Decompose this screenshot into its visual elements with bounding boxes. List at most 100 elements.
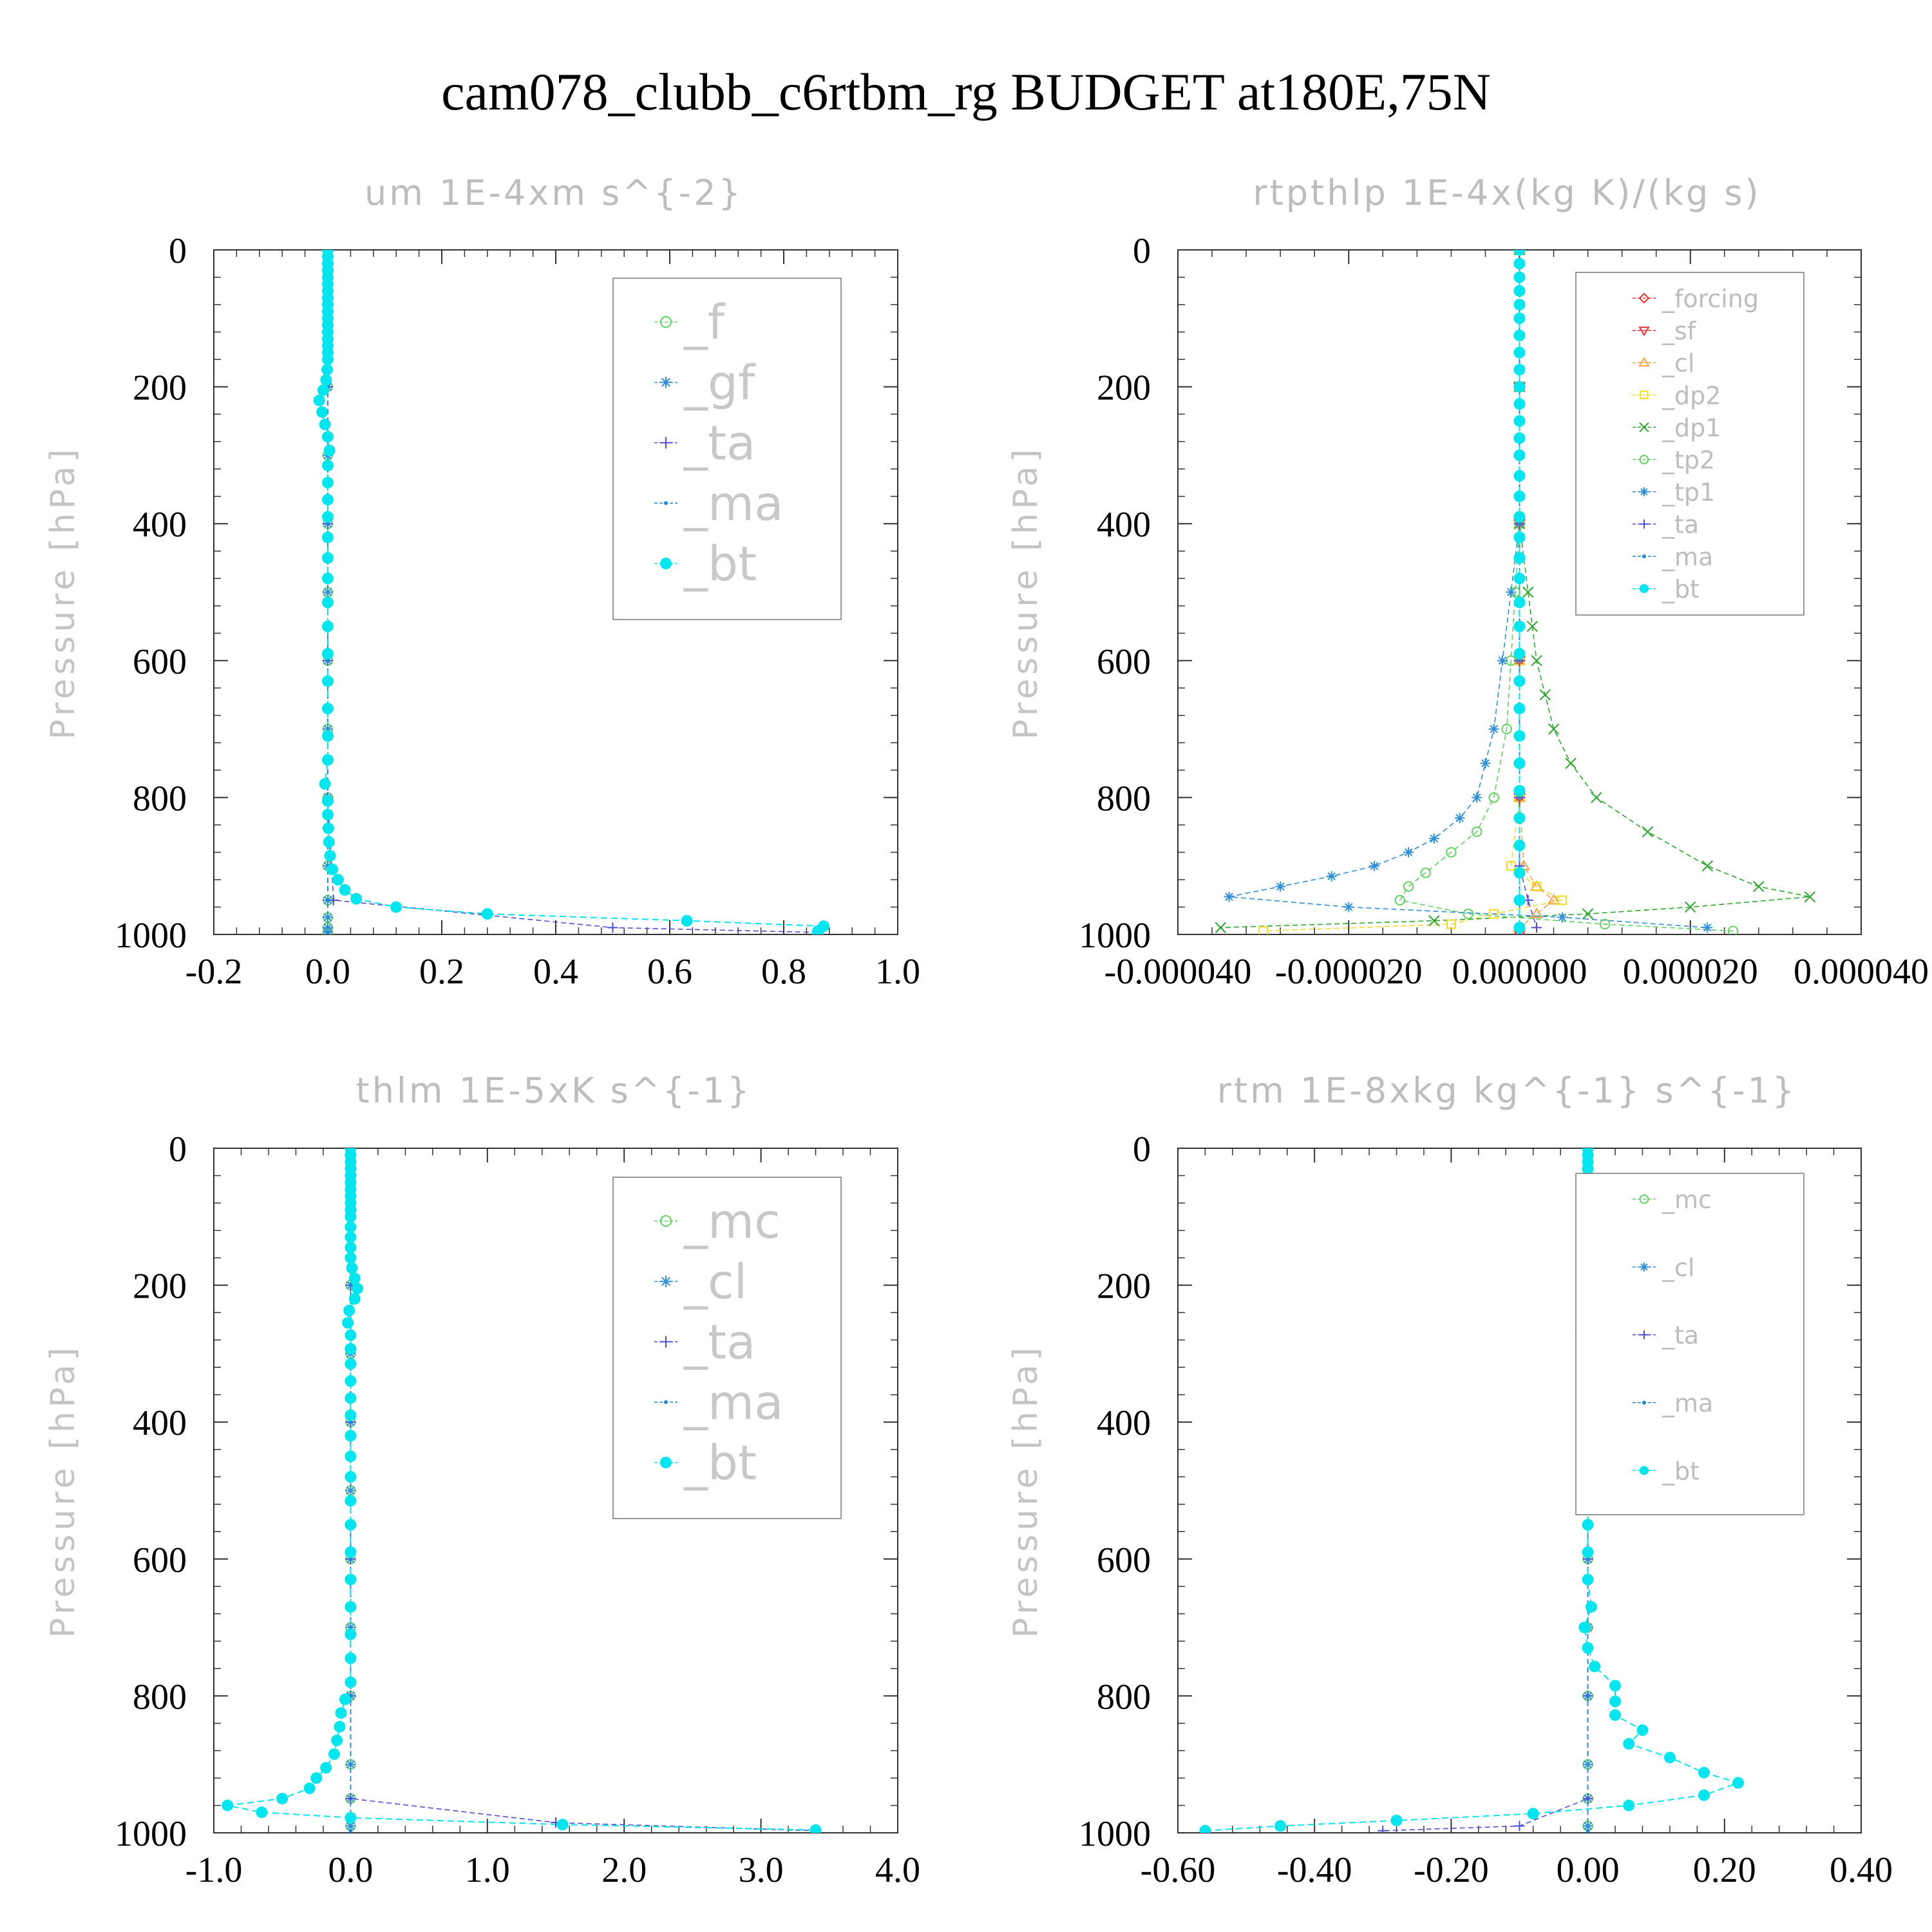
data-point_tp2 [1501, 723, 1512, 735]
legend-marker [1640, 1262, 1649, 1272]
data-point_bt [345, 1252, 357, 1264]
legend-entry_bt: _bt [654, 536, 757, 592]
data-point_bt [1513, 415, 1526, 427]
legend-label: _ta [1662, 1321, 1699, 1350]
data-point_dp2 [1557, 895, 1567, 905]
data-point_bt [1609, 1695, 1622, 1707]
x-tick-label: 0.4 [533, 952, 578, 992]
data-point_bt [322, 477, 334, 489]
series-group [313, 250, 829, 934]
data-point_dp1 [1804, 891, 1816, 903]
x-tick-label: -0.20 [1414, 1850, 1489, 1890]
data-point_bt [345, 1450, 357, 1463]
data-point_bt [345, 1573, 357, 1586]
legend-label: _bt [1662, 1457, 1700, 1485]
series-group [222, 1148, 822, 1833]
panel-rtpthlp: rtpthlp 1E-4x(kg K)/(kg s) Pressure [hPa… [1007, 173, 1929, 992]
x-tick-label: -0.000040 [1104, 952, 1252, 992]
y-tick-label: 800 [133, 779, 187, 819]
legend-label: _bt [683, 536, 757, 592]
data-point_bt [1513, 784, 1526, 797]
data-point_bt [322, 730, 334, 742]
data-point_bt [317, 384, 329, 396]
legend-entry_gf: _gf [654, 355, 756, 411]
data-point_bt [222, 1799, 234, 1812]
data-point_bt [345, 1375, 357, 1387]
y-tick-label: 1000 [1079, 916, 1151, 956]
data-point_bt [322, 675, 334, 687]
data-point_tp2 [1403, 881, 1414, 892]
legend-marker [659, 316, 672, 328]
data-point_bt [1513, 511, 1526, 523]
data-point_dp1 [1565, 757, 1577, 769]
data-point_tp1 [1488, 724, 1499, 735]
data-point_bt [1513, 329, 1526, 341]
data-point_bt [350, 893, 363, 905]
data-point_bt [323, 836, 335, 848]
legend-entry_cl: _cl [1633, 349, 1694, 377]
data-point_bt [322, 822, 334, 835]
data-point_bt [810, 1824, 822, 1833]
data-point_bt [1663, 1752, 1676, 1764]
x-tick-label: -0.2 [185, 952, 243, 992]
data-point_bt [345, 1211, 357, 1223]
legend-marker [1642, 554, 1646, 558]
data-point_bt [345, 1471, 357, 1483]
data-point_bt [322, 596, 334, 609]
legend-marker [1639, 1194, 1649, 1204]
data-point_bt [1582, 1573, 1594, 1586]
data-point_bt [345, 1601, 357, 1613]
data-point_bt [1513, 432, 1526, 444]
data-point_bt [1513, 271, 1526, 283]
data-point_bt [1513, 922, 1526, 934]
data-point_bt [322, 753, 334, 766]
data-point_bt [1578, 1622, 1591, 1634]
y-axis-label-thlm: Pressure [hPa] [44, 1344, 82, 1638]
data-point_cl [345, 1485, 356, 1496]
legend-marker [660, 1336, 672, 1348]
series-line_dp1 [1220, 250, 1810, 929]
legend-label: _tp1 [1662, 478, 1715, 507]
data-point_bt [322, 431, 334, 443]
data-point_bt [1582, 1546, 1594, 1558]
data-point_bt [1513, 449, 1526, 461]
data-point_bt [1698, 1766, 1710, 1779]
data-point_bt [1623, 1738, 1635, 1750]
data-point_bt [335, 1707, 347, 1719]
data-point_dp1 [1526, 620, 1539, 632]
data-point_bt [322, 703, 334, 715]
data-point_tp1 [1506, 587, 1517, 598]
legend-entry_bt: _bt [1633, 575, 1700, 603]
data-point_dp1 [1701, 860, 1713, 872]
x-tick-label: 0.20 [1693, 1850, 1756, 1890]
data-point_bt [310, 1772, 323, 1784]
legend-label: _ma [1662, 1389, 1713, 1417]
data-point_tp2 [1463, 908, 1474, 920]
data-point_bt [1609, 1709, 1622, 1721]
data-point_bt [331, 1734, 343, 1747]
data-point_gf [323, 912, 333, 923]
legend-label: _ma [683, 476, 783, 531]
data-point_ma [1517, 795, 1522, 800]
data-point_bt [256, 1806, 268, 1819]
data-point_dp1 [1428, 915, 1440, 927]
data-point_cl [1582, 1821, 1593, 1832]
data-point_bt [812, 929, 824, 934]
data-point_bt [322, 648, 334, 660]
panel-thlm: thlm 1E-5xK s^{-1} Pressure [hPa] -1.0 0.… [44, 1070, 920, 1890]
plot-area-rtm: -0.60 -0.40 -0.20 0.00 0.20 0.40 0 200 400 600 800… [1079, 1130, 1893, 1890]
legend-box [1575, 272, 1804, 616]
legend-marker [1640, 1466, 1649, 1475]
y-axis-label-um: Pressure [hPa] [44, 446, 82, 740]
x-tick-label: 1.0 [875, 952, 920, 992]
data-point_bt [1513, 573, 1526, 585]
data-point_bt [323, 444, 336, 457]
legend-label: _ma [683, 1375, 783, 1430]
y-tick-label: 0 [1133, 231, 1151, 271]
data-point_bt [342, 1317, 354, 1329]
data-point_bt [1513, 299, 1526, 311]
data-point_dp1 [1215, 922, 1227, 934]
data-point_ma [348, 1283, 353, 1287]
data-point_bt [1513, 839, 1526, 851]
legend-entry_ta: _ta [654, 1315, 755, 1370]
